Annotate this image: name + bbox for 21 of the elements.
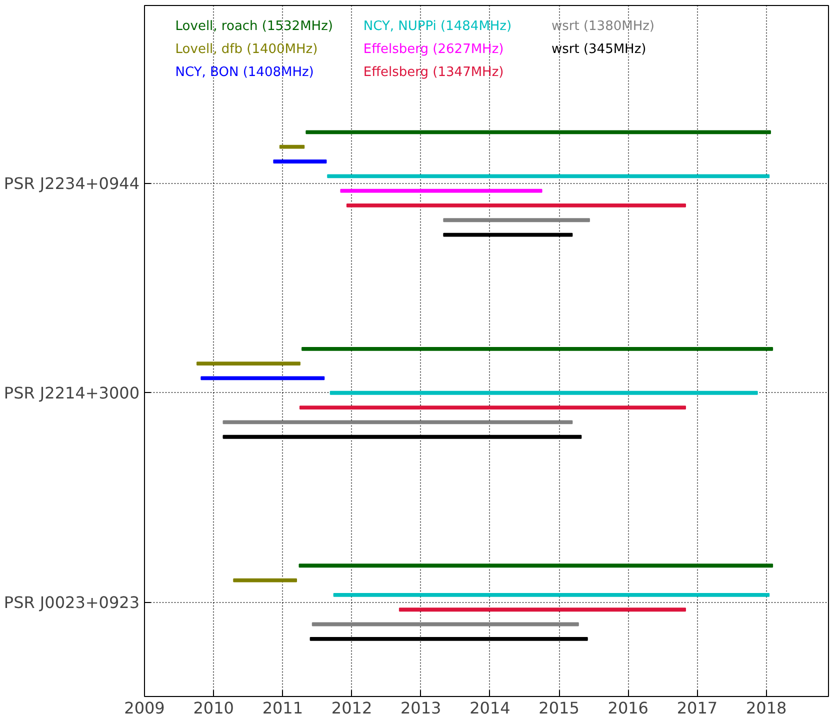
x-tick-label: 2015 xyxy=(538,698,580,716)
text: Effelsberg (2627MHz) xyxy=(363,42,504,57)
text: NCY, NUPPi (1484MHz) xyxy=(363,18,512,34)
y-tick-label: PSR J0023+0923 xyxy=(4,592,140,612)
x-tick-label: 2018 xyxy=(746,698,787,716)
x-tick-label: 2014 xyxy=(470,698,510,716)
x-tick-label: 2013 xyxy=(400,698,442,716)
x-tick-label: 2016 xyxy=(608,698,648,716)
text: Effelsberg (1347MHz) xyxy=(363,65,504,80)
y-tick-label: PSR J2234+0944 xyxy=(4,174,140,193)
x-tick-label: 2017 xyxy=(676,698,718,716)
x-tick-label: 2012 xyxy=(331,698,372,716)
x-tick-label: 2010 xyxy=(193,698,234,716)
text: Lovell, dfb (1400MHz) xyxy=(175,42,318,57)
y-tick-label: PSR J2214+3000 xyxy=(4,383,140,402)
text: NCY, BON (1408MHz) xyxy=(175,65,314,80)
text: wsrt (345MHz) xyxy=(551,42,646,57)
x-tick-label: 2011 xyxy=(262,698,304,716)
text: Lovell, roach (1532MHz) xyxy=(175,18,333,34)
x-tick-label: 2009 xyxy=(124,698,165,716)
text: wsrt (1380MHz) xyxy=(551,18,655,34)
